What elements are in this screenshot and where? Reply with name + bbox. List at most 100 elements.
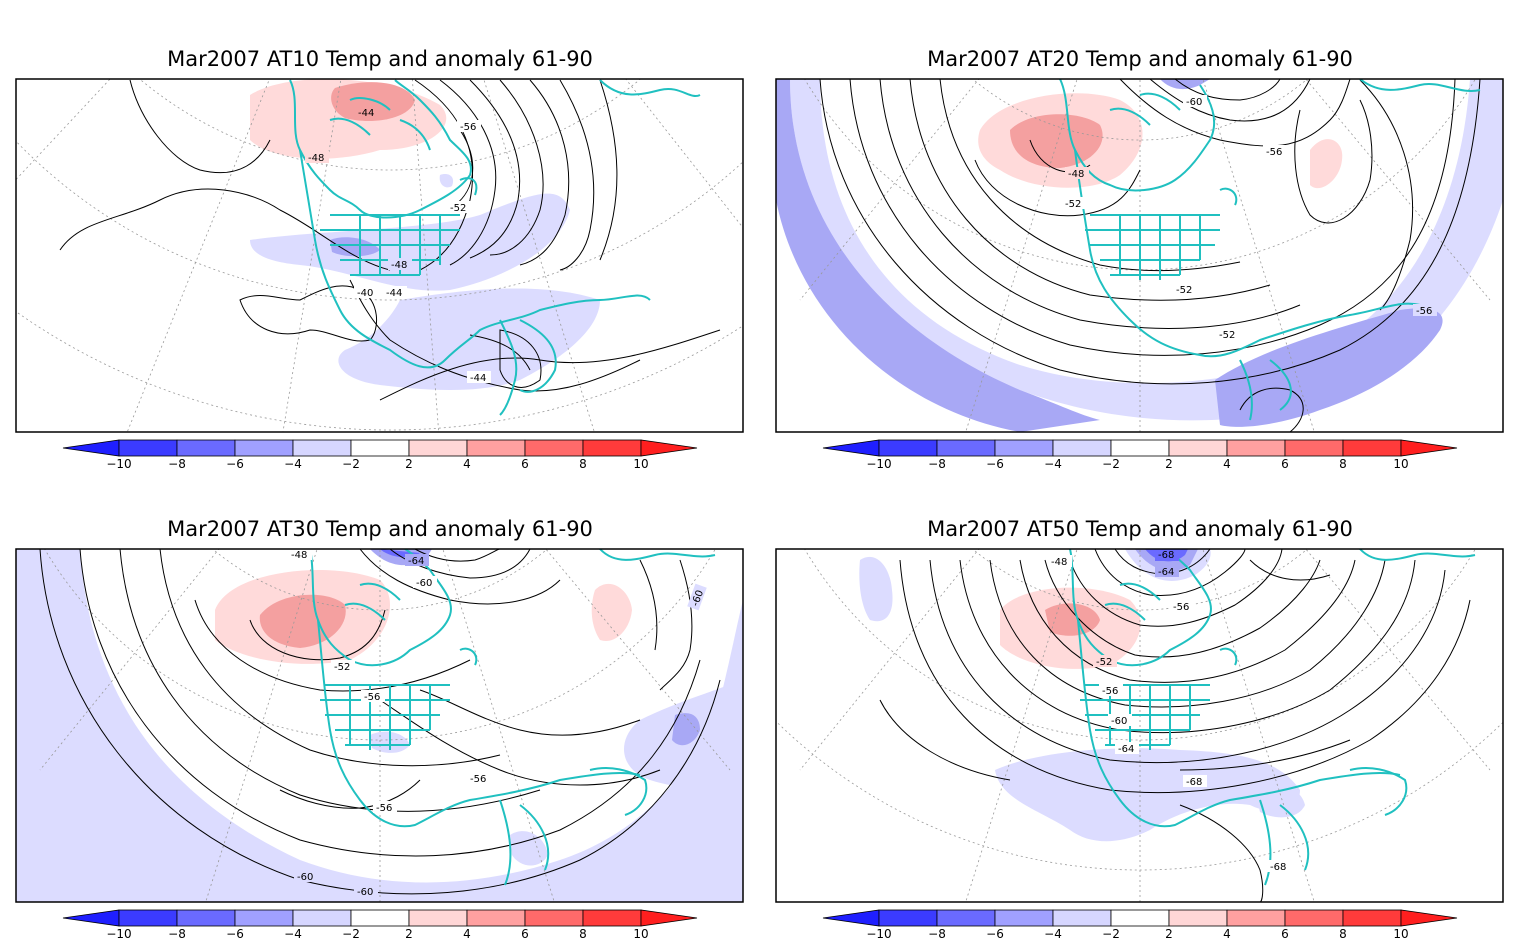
colorbar-tick-label: 6 [1281,457,1289,471]
colorbar-segment [292,909,352,927]
colorbar-tick-label: −4 [284,457,302,471]
colorbar-tick-label: 4 [1223,927,1231,940]
contour-label: -52 [450,203,466,214]
colorbar-tick-label: −6 [986,927,1004,940]
anomaly-shading [16,549,743,902]
contour-label: -56 [1173,602,1189,613]
temperature-contours [39,549,721,895]
contour-label: -60 [297,872,313,883]
colorbar-segment [1342,439,1402,457]
latlon-grid [39,549,731,902]
colorbar-tick-label: −4 [1044,927,1062,940]
colorbar-segment [582,439,642,457]
colorbar-segment [1168,439,1228,457]
colorbar-segment [582,909,642,927]
colorbar-tick-label: −2 [1102,457,1120,471]
colorbar-segment [408,439,468,457]
contour-label: -56 [1102,686,1118,697]
colorbar-segment [176,439,236,457]
colorbar: −10 −8 −6 −4 −2 2 4 6 8 10 [822,439,1458,471]
contour-label: -48 [1068,169,1084,180]
contour-label: -60 [357,887,373,898]
map-area: -44 -56 -48 -52 -48 -44 -40 -44 [16,79,743,432]
contour-label: -52 [1176,285,1192,296]
colorbar-tick-label: 8 [1339,457,1347,471]
colorbar-segment [1226,439,1286,457]
contour-label: -40 [357,288,373,299]
latlon-grid [776,549,1503,902]
colorbar-segment [62,909,120,927]
contour-label: -44 [386,288,402,299]
contour-label: -52 [1065,199,1081,210]
colorbar-segment [408,909,468,927]
colorbar-segment [1052,439,1112,457]
colorbar-tick-label: 4 [463,927,471,940]
colorbar-segment [1168,909,1228,927]
contour-label: -48 [308,153,324,164]
colorbar-tick-label: −4 [1044,457,1062,471]
colorbar-segment [292,439,352,457]
colorbar: −10 −8 −6 −4 −2 2 4 6 8 10 [62,439,698,471]
colorbar-segment [1052,909,1112,927]
colorbar-segment [234,439,294,457]
colorbar-segment [994,909,1054,927]
panel-title: Mar2007 AT50 Temp and anomaly 61-90 [927,517,1353,541]
colorbar-segment [1284,909,1344,927]
colorbar-segment [176,909,236,927]
contour-label: -60 [1186,97,1202,108]
colorbar-segment [994,439,1054,457]
contour-label: -56 [1266,147,1282,158]
colorbar-tick-label: −6 [986,457,1004,471]
contour-label: -56 [460,122,476,133]
colorbar-segment [350,439,410,457]
map-frame [15,78,744,433]
anomaly-shading [250,79,600,390]
colorbar-tick-label: −2 [1102,927,1120,940]
contour-labels: -44 -56 -48 -52 -48 -44 -40 -44 [305,106,491,384]
colorbar-segment [1110,909,1170,927]
colorbar-segment [936,909,996,927]
colorbar-tick-label: 10 [633,457,648,471]
contour-label: -68 [1270,862,1286,873]
colorbar-tick-label: 8 [579,457,587,471]
colorbar-segment [1284,439,1344,457]
colorbar-segment [1400,439,1458,457]
map-area: -60 -56 -48 -52 -52 -52 -56 [776,79,1503,432]
colorbar-tick-label: 6 [1281,927,1289,940]
colorbar-tick-label: −10 [106,927,131,940]
colorbar-tick-label: 6 [521,457,529,471]
colorbar-tick-label: −6 [226,457,244,471]
colorbar-tick-label: 2 [1165,927,1173,940]
contour-label: -60 [690,589,706,608]
colorbar-tick-label: −10 [866,457,891,471]
colorbar-segment [1400,909,1458,927]
colorbar-tick-label: 8 [579,927,587,940]
panel-title: Mar2007 AT20 Temp and anomaly 61-90 [927,47,1353,71]
contour-label: -64 [1118,744,1134,755]
contour-label: -64 [408,556,424,567]
colorbar-segment [524,909,584,927]
temperature-contours [879,549,1471,902]
contour-label: -68 [1186,777,1202,788]
colorbar-segment [118,439,178,457]
colorbar-segment [1110,439,1170,457]
contour-label: -60 [1111,716,1127,727]
colorbar-segment [878,439,938,457]
contour-labels: -48 -68 -64 -56 -52 -56 -60 -64 -68 -68 [1048,549,1291,873]
colorbar-tick-label: 4 [463,457,471,471]
contour-label: -56 [470,774,486,785]
contour-label: -48 [391,260,407,271]
colorbar-segment [466,439,526,457]
contour-label: -60 [416,578,432,589]
colorbar-tick-label: −10 [106,457,131,471]
contour-label: -56 [376,803,392,814]
contour-label: -52 [1219,330,1235,341]
map-area: -48 -68 -64 -56 -52 -56 -60 -64 -68 -68 [776,549,1503,902]
panel-at10: Mar2007 AT10 Temp and anomaly 61-90 [15,47,744,471]
colorbar-tick-label: 2 [1165,457,1173,471]
colorbar-segment [822,909,880,927]
contour-labels: -60 -56 -48 -52 -52 -52 -56 [1062,95,1437,341]
colorbar-tick-label: 10 [1393,927,1408,940]
colorbar-segment [1226,909,1286,927]
